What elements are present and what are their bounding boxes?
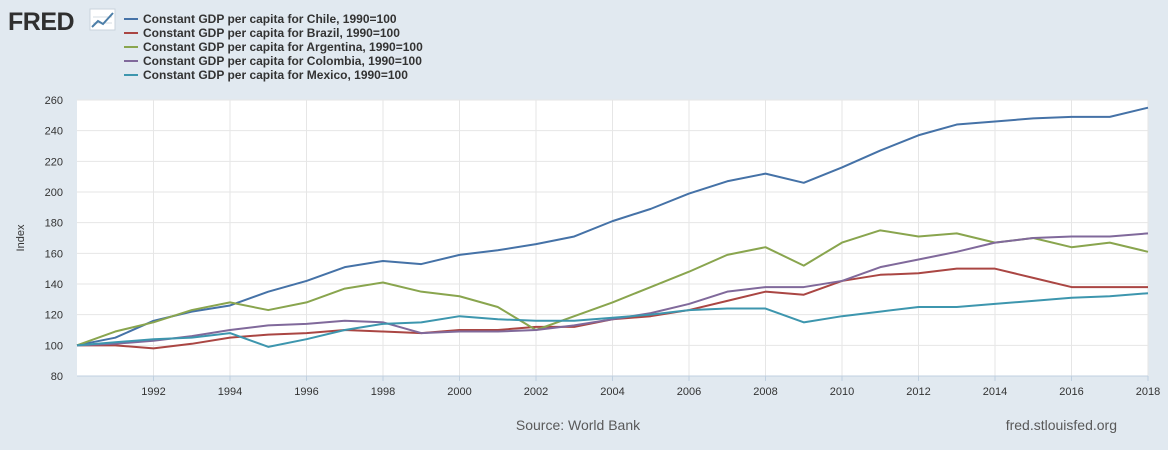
y-tick-label: 260 (45, 95, 63, 107)
y-tick-label: 180 (45, 218, 63, 230)
y-tick-label: 80 (51, 371, 63, 383)
x-tick-label: 2006 (677, 386, 701, 398)
series-lines (76, 106, 1149, 350)
legend-label: Constant GDP per capita for Brazil, 1990… (143, 26, 400, 40)
x-axis: 1992 1994 1996 1998 2000 2002 2004 2006 2008 2010… (77, 375, 1160, 398)
legend-item[interactable]: Constant GDP per capita for Colombia, 19… (124, 54, 422, 68)
legend: Constant GDP per capita for Chile, 1990=… (124, 12, 423, 82)
x-tick-label: 1994 (218, 386, 242, 398)
y-tick-label: 200 (45, 187, 63, 199)
legend-item[interactable]: Constant GDP per capita for Brazil, 1990… (124, 26, 400, 40)
line-chart-icon (89, 8, 116, 31)
x-tick-label: 2012 (906, 386, 930, 398)
y-tick-label: 220 (45, 156, 63, 168)
x-tick-label: 2000 (447, 386, 471, 398)
legend-item[interactable]: Constant GDP per capita for Argentina, 1… (124, 40, 423, 54)
logo-text: FRED (8, 8, 74, 36)
series-line-3[interactable] (76, 232, 1149, 347)
site-link[interactable]: fred.stlouisfed.org (1006, 417, 1117, 433)
source-text: Source: World Bank (516, 417, 641, 433)
x-tick-label: 2010 (830, 386, 854, 398)
series-line-0[interactable] (76, 106, 1149, 347)
y-axis-title: Index (15, 224, 27, 251)
legend-label: Constant GDP per capita for Colombia, 19… (143, 54, 422, 68)
x-tick-label: 1998 (371, 386, 395, 398)
x-tick-label: 2018 (1136, 386, 1160, 398)
x-tick-label: 1992 (141, 386, 165, 398)
legend-label: Constant GDP per capita for Chile, 1990=… (143, 12, 397, 26)
legend-item[interactable]: Constant GDP per capita for Chile, 1990=… (124, 12, 397, 26)
y-tick-label: 240 (45, 126, 63, 138)
legend-label: Constant GDP per capita for Argentina, 1… (143, 40, 423, 54)
fred-logo[interactable]: FRED (8, 8, 116, 36)
x-tick-label: 2008 (753, 386, 777, 398)
legend-item[interactable]: Constant GDP per capita for Mexico, 1990… (124, 68, 408, 82)
x-tick-label: 1996 (294, 386, 318, 398)
y-tick-label: 160 (45, 248, 63, 260)
x-tick-label: 2002 (524, 386, 548, 398)
legend-label: Constant GDP per capita for Mexico, 1990… (143, 68, 408, 82)
y-tick-label: 140 (45, 279, 63, 291)
y-tick-label: 100 (45, 340, 63, 352)
x-tick-label: 2016 (1059, 386, 1083, 398)
y-axis: 80 100 120 140 160 180 200 220 240 260 (45, 95, 63, 383)
x-tick-label: 2014 (983, 386, 1007, 398)
y-tick-label: 120 (45, 310, 63, 322)
series-line-2[interactable] (76, 229, 1149, 347)
series-line-4[interactable] (76, 292, 1149, 348)
x-tick-label: 2004 (600, 386, 624, 398)
